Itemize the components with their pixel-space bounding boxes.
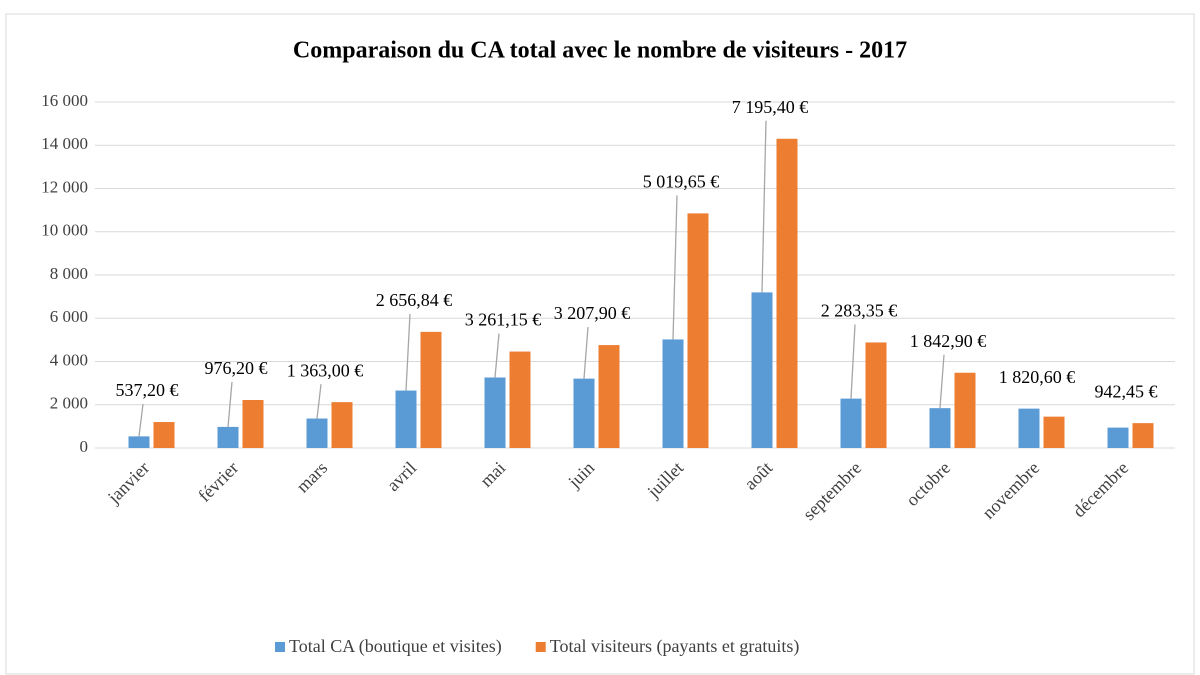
legend-label: Total CA (boutique et visites) xyxy=(289,636,502,657)
y-tick-label: 4 000 xyxy=(50,350,88,369)
bar xyxy=(153,422,175,448)
bar xyxy=(509,351,531,448)
bar xyxy=(751,292,773,448)
y-tick-label: 0 xyxy=(80,437,89,456)
legend-label: Total visiteurs (payants et gratuits) xyxy=(550,636,800,657)
bar xyxy=(1018,408,1040,448)
leader-line xyxy=(494,333,500,378)
legend-swatch xyxy=(275,642,285,652)
bar xyxy=(687,213,709,448)
bar xyxy=(1107,427,1129,448)
bar xyxy=(929,408,951,448)
chart-frame xyxy=(5,13,1195,675)
bar xyxy=(954,372,976,448)
y-tick-label: 6 000 xyxy=(50,307,88,326)
data-label: 942,45 € xyxy=(1095,381,1158,401)
y-tick-label: 12 000 xyxy=(41,177,88,196)
leader-line xyxy=(405,313,411,391)
data-label: 3 261,15 € xyxy=(465,310,542,330)
leader-line xyxy=(227,381,233,427)
leader-line xyxy=(672,195,678,340)
bar xyxy=(395,390,417,448)
bar xyxy=(573,378,595,448)
bar xyxy=(306,418,328,448)
bar xyxy=(242,399,264,448)
y-tick-label: 8 000 xyxy=(50,264,88,283)
bar xyxy=(598,345,620,448)
bar xyxy=(1132,423,1154,448)
data-label: 2 283,35 € xyxy=(821,301,898,321)
y-tick-label: 2 000 xyxy=(50,394,88,413)
legend-swatch xyxy=(535,642,546,652)
leader-line xyxy=(939,354,945,409)
bar xyxy=(128,436,150,448)
data-label: 1 842,90 € xyxy=(910,331,987,351)
leader-line xyxy=(761,120,767,293)
data-label: 5 019,65 € xyxy=(643,171,720,191)
data-label: 3 207,90 € xyxy=(554,303,631,323)
bar xyxy=(331,402,353,448)
y-tick-label: 16 000 xyxy=(41,91,88,110)
leader-line xyxy=(850,324,856,399)
data-label: 1 820,60 € xyxy=(999,367,1076,387)
y-tick-label: 14 000 xyxy=(41,134,88,153)
bar xyxy=(840,398,862,448)
data-label: 2 656,84 € xyxy=(376,290,453,310)
data-label: 1 363,00 € xyxy=(287,360,364,380)
bar xyxy=(1043,416,1065,448)
data-label: 537,20 € xyxy=(116,380,179,400)
data-label: 976,20 € xyxy=(205,358,268,378)
bar xyxy=(865,342,887,448)
bar xyxy=(217,426,239,448)
leader-line xyxy=(583,327,589,379)
data-label: 7 195,40 € xyxy=(732,97,809,117)
chart-title: Comparaison du CA total avec le nombre d… xyxy=(293,38,907,64)
bar xyxy=(776,138,798,448)
leader-line xyxy=(138,403,144,437)
leader-line xyxy=(316,384,322,419)
bar xyxy=(662,339,684,448)
bar xyxy=(420,331,442,448)
y-tick-label: 10 000 xyxy=(41,221,88,240)
bar xyxy=(484,377,506,448)
